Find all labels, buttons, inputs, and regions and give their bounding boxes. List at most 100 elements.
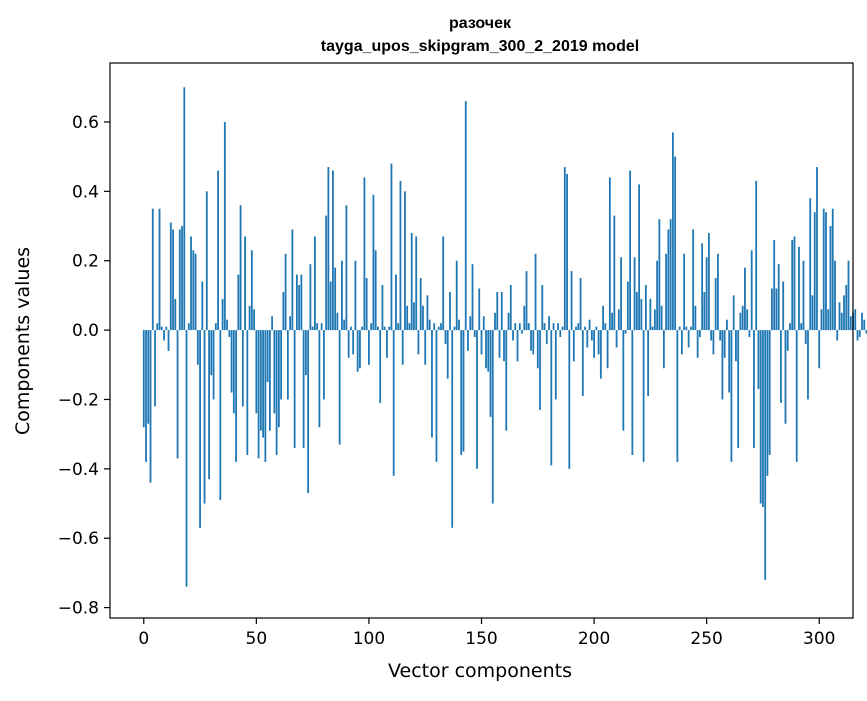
bar-246: [696, 330, 699, 358]
bar-280: [773, 239, 776, 331]
bar-260: [728, 330, 731, 393]
bar-130: [435, 330, 438, 462]
bar-287: [789, 323, 791, 331]
bar-299: [816, 167, 818, 331]
bar-302: [822, 208, 825, 331]
x-tick-label: 50: [246, 629, 268, 649]
bar-73: [307, 330, 310, 494]
bar-251: [708, 232, 710, 331]
bar-128: [431, 330, 433, 438]
bar-245: [694, 305, 697, 331]
bar-175: [536, 330, 539, 369]
bar-109: [388, 326, 391, 331]
bar-8: [160, 326, 163, 331]
bar-321: [865, 330, 867, 334]
bar-142: [462, 330, 465, 452]
bar-241: [685, 326, 688, 331]
bar-42: [237, 274, 240, 331]
bar-50: [255, 330, 258, 414]
bar-303: [825, 212, 827, 331]
bar-28: [205, 191, 208, 331]
bar-64: [286, 330, 289, 400]
bar-186: [561, 326, 564, 331]
bar-54: [264, 330, 267, 462]
bar-268: [746, 309, 749, 331]
bar-249: [703, 291, 706, 331]
bar-157: [496, 291, 499, 331]
bar-15: [176, 330, 179, 459]
bar-189: [568, 330, 571, 469]
bar-286: [786, 330, 789, 351]
bar-247: [699, 330, 701, 338]
bar-84: [332, 170, 334, 331]
bar-196: [584, 326, 586, 331]
bar-90: [345, 205, 348, 331]
bar-101: [370, 323, 373, 331]
bar-310: [840, 312, 843, 331]
bar-62: [282, 291, 285, 331]
bar-11: [167, 330, 170, 351]
bar-200: [593, 330, 595, 358]
bar-124: [422, 305, 424, 331]
bar-118: [408, 323, 411, 331]
bar-162: [507, 312, 510, 331]
bar-214: [624, 330, 627, 334]
bar-100: [368, 330, 370, 365]
bar-230: [660, 305, 663, 331]
bar-136: [449, 291, 451, 331]
bar-180: [548, 316, 550, 331]
bar-217: [631, 330, 634, 455]
bar-44: [241, 330, 244, 407]
bar-17: [181, 226, 183, 331]
bar-263: [735, 330, 737, 362]
bar-58: [273, 330, 276, 414]
bar-53: [262, 330, 264, 438]
bar-95: [356, 330, 359, 372]
bar-122: [417, 330, 420, 355]
bar-76: [313, 236, 316, 331]
bar-83: [329, 281, 332, 331]
bar-171: [527, 323, 530, 331]
bar-319: [861, 312, 863, 331]
bar-97: [361, 326, 364, 331]
bar-167: [518, 323, 521, 331]
bar-294: [804, 330, 807, 344]
bar-32: [214, 323, 217, 331]
bar-14: [174, 298, 177, 331]
bar-13: [172, 229, 174, 331]
bar-177: [541, 285, 544, 331]
bar-277: [766, 330, 769, 476]
x-tick-label: 150: [465, 629, 497, 649]
bar-145: [469, 316, 472, 331]
bar-187: [563, 167, 566, 331]
bar-149: [478, 288, 481, 331]
bar-207: [608, 177, 611, 331]
bar-267: [744, 267, 746, 331]
bar-259: [726, 319, 728, 331]
plot-area-frame: [109, 62, 854, 619]
bar-225: [649, 298, 652, 331]
bar-18: [183, 87, 186, 331]
bar-117: [406, 305, 409, 331]
bar-169: [523, 305, 526, 331]
bar-16: [178, 229, 181, 331]
bar-12: [169, 222, 172, 331]
bar-275: [762, 330, 764, 507]
bar-39: [230, 330, 233, 393]
bar-115: [401, 330, 404, 365]
bar-202: [597, 330, 600, 355]
bar-107: [383, 326, 386, 331]
bar-20: [187, 323, 190, 331]
bar-193: [577, 323, 580, 331]
bar-170: [525, 271, 528, 331]
bar-65: [289, 316, 292, 331]
bar-112: [395, 274, 397, 331]
bar-293: [802, 260, 805, 331]
bar-69: [298, 285, 301, 331]
bar-91: [347, 330, 350, 358]
bar-212: [620, 257, 622, 331]
bar-3: [149, 330, 152, 483]
bar-135: [446, 330, 449, 379]
bar-172: [530, 330, 532, 351]
